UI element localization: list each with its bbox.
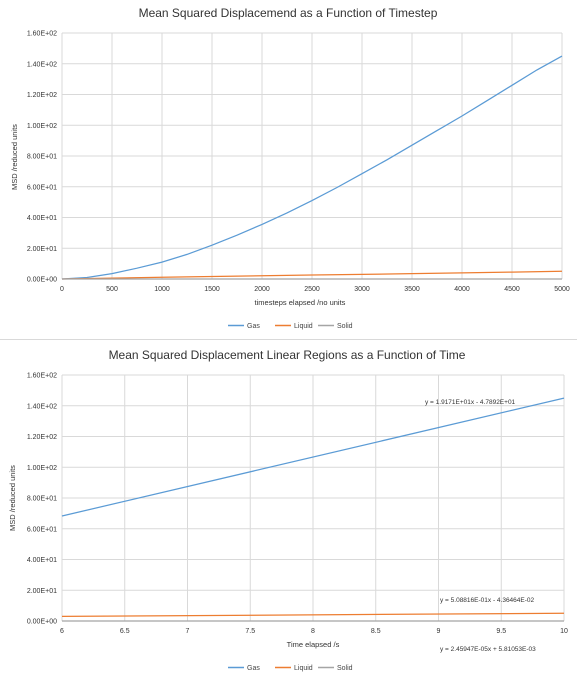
y-tick-label: 0.00E+00 — [27, 619, 57, 626]
y-tick-label: 1.60E+02 — [27, 373, 57, 380]
x-tick-label: 6 — [60, 628, 64, 635]
series-line-liquid — [61, 270, 563, 280]
x-tick-label: 500 — [106, 286, 118, 293]
y-tick-label: 1.00E+02 — [27, 123, 57, 130]
x-axis-label: timesteps elapsed /no units — [255, 298, 346, 307]
y-tick-label: 6.00E+01 — [27, 526, 57, 533]
x-tick-label: 3500 — [404, 286, 420, 293]
x-tick-label: 8.5 — [371, 628, 381, 635]
y-axis-label: MSD /reduced units — [10, 124, 19, 190]
y-tick-label: 1.00E+02 — [27, 465, 57, 472]
x-tick-label: 9.5 — [496, 628, 506, 635]
x-tick-label: 1000 — [154, 286, 170, 293]
x-tick-label: 4000 — [454, 286, 470, 293]
panel-divider — [0, 339, 577, 340]
y-tick-label: 0.00E+00 — [27, 277, 57, 284]
trendline-equation-solid: y = 2.45947E-05x + 5.81053E-03 — [440, 646, 536, 653]
series-lines — [61, 397, 565, 622]
y-tick-label: 2.00E+01 — [27, 246, 57, 253]
y-tick-label: 1.40E+02 — [27, 403, 57, 410]
y-tick-label: 8.00E+01 — [27, 154, 57, 161]
x-tick-label: 2500 — [304, 286, 320, 293]
chart-linear-svg: Mean Squared Displacement Linear Regions… — [8, 348, 568, 672]
x-tick-label: 6.5 — [120, 628, 130, 635]
legend-label-liquid: Liquid — [294, 665, 313, 672]
legend-label-gas: Gas — [247, 665, 260, 672]
x-tick-label: 1500 — [204, 286, 220, 293]
series-line-liquid — [61, 612, 565, 618]
chart-timestep-svg: Mean Squared Displacemend as a Function … — [10, 6, 570, 330]
legend-label-solid: Solid — [337, 665, 353, 672]
x-tick-label: 4500 — [504, 286, 520, 293]
y-tick-label: 8.00E+01 — [27, 496, 57, 503]
y-tick-label: 1.60E+02 — [27, 31, 57, 38]
x-tick-labels: 0 500 1000 1500 2000 2500 3000 3500 4000 4500 5000 — [60, 286, 570, 293]
x-tick-label: 7.5 — [245, 628, 255, 635]
legend-label-solid: Solid — [337, 323, 353, 330]
chart-panel-linear-regions: Mean Squared Displacement Linear Regions… — [0, 341, 577, 684]
legend: Gas Liquid Solid — [228, 665, 353, 672]
x-tick-label: 9 — [437, 628, 441, 635]
x-tick-labels: 6 6.5 7 7.5 8 8.5 9 9.5 10 — [60, 628, 568, 635]
series-lines — [61, 55, 563, 280]
trendline-equation-gas: y = 1.9171E+01x - 4.7892E+01 — [425, 399, 516, 406]
y-tick-labels: 0.00E+00 2.00E+01 4.00E+01 6.00E+01 8.00E+01… — [27, 373, 57, 626]
y-tick-labels: 0.00E+00 2.00E+01 4.00E+01 6.00E+01 8.00E+01… — [27, 31, 57, 284]
x-tick-label: 3000 — [354, 286, 370, 293]
legend-label-gas: Gas — [247, 323, 260, 330]
y-tick-label: 1.40E+02 — [27, 61, 57, 68]
y-tick-label: 4.00E+01 — [27, 215, 57, 222]
x-tick-label: 5000 — [554, 286, 570, 293]
chart-panel-timestep: Mean Squared Displacemend as a Function … — [0, 0, 577, 340]
y-tick-label: 6.00E+01 — [27, 184, 57, 191]
x-tick-label: 10 — [560, 628, 568, 635]
grid-lines — [61, 32, 563, 280]
trendline-equation-liquid: y = 5.08816E-01x - 4.36464E-02 — [440, 597, 535, 604]
x-tick-label: 0 — [60, 286, 64, 293]
legend: Gas Liquid Solid — [228, 323, 353, 330]
y-tick-label: 4.00E+01 — [27, 557, 57, 564]
y-axis-label: MSD /reduced units — [8, 465, 17, 531]
x-axis-label: Time elapsed /s — [287, 640, 340, 649]
series-line-gas — [61, 55, 563, 280]
series-line-gas — [61, 397, 565, 517]
y-tick-label: 1.20E+02 — [27, 434, 57, 441]
chart-title: Mean Squared Displacemend as a Function … — [139, 6, 438, 20]
x-tick-label: 8 — [311, 628, 315, 635]
legend-label-liquid: Liquid — [294, 323, 313, 330]
chart-title: Mean Squared Displacement Linear Regions… — [109, 348, 466, 362]
y-tick-label: 1.20E+02 — [27, 92, 57, 99]
x-tick-label: 7 — [186, 628, 190, 635]
y-tick-label: 2.00E+01 — [27, 588, 57, 595]
x-tick-label: 2000 — [254, 286, 270, 293]
